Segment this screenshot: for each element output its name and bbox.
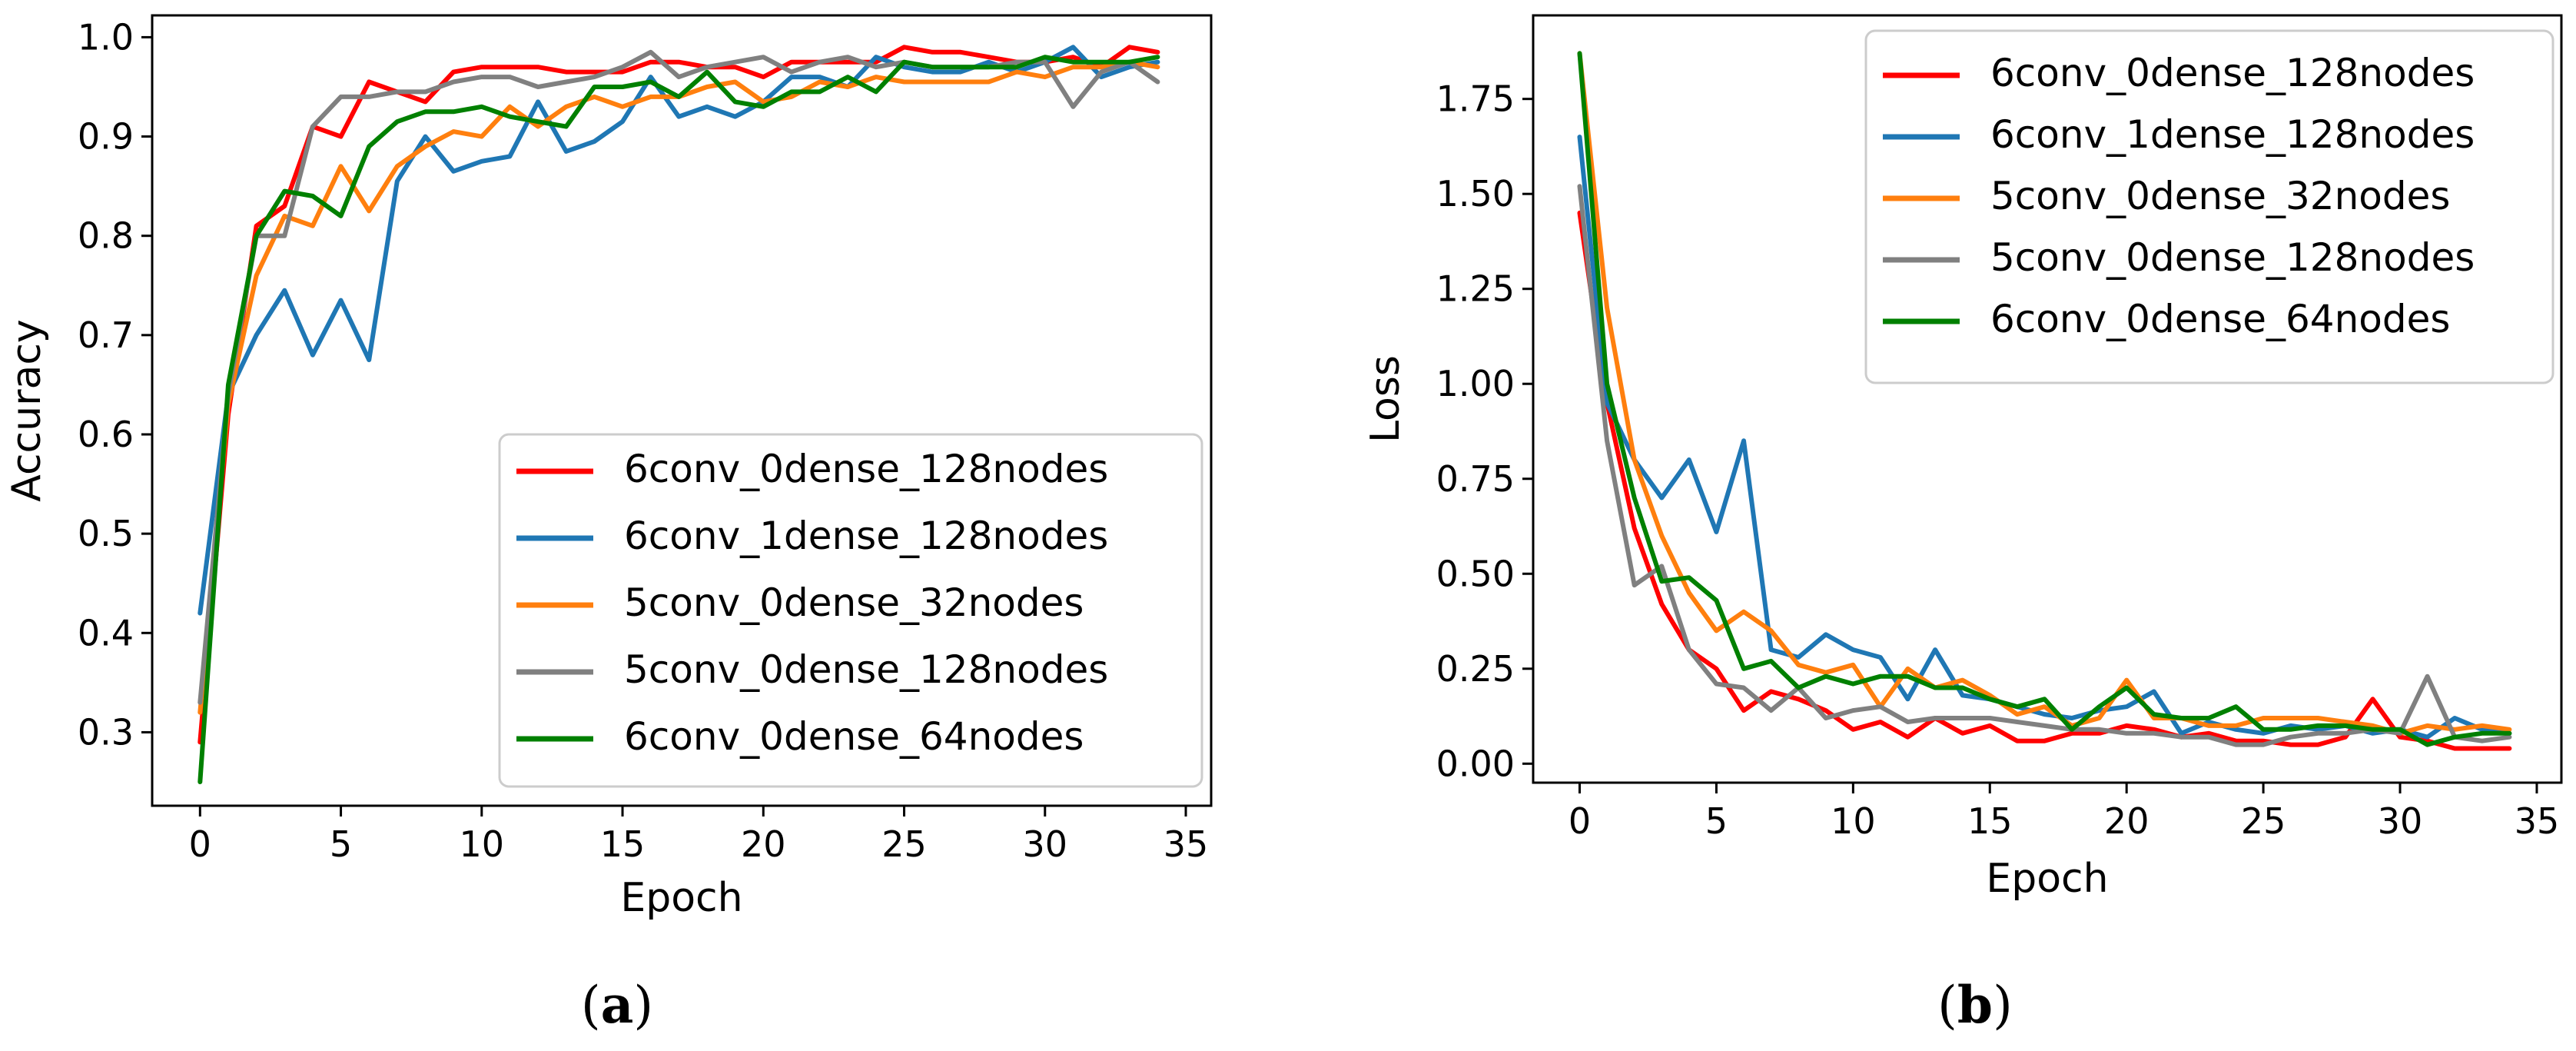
series-line-a-0 bbox=[198, 45, 1160, 745]
y-tick-label: 1.00 bbox=[1436, 363, 1515, 404]
legend-label: 6conv_0dense_64nodes bbox=[1990, 297, 2450, 341]
y-tick-label: 0.9 bbox=[78, 116, 134, 158]
y-tick-label: 0.00 bbox=[1436, 743, 1515, 784]
x-tick-label: 25 bbox=[881, 823, 927, 865]
legend-label: 5conv_0dense_32nodes bbox=[624, 580, 1084, 625]
x-tick-label: 5 bbox=[1705, 800, 1728, 842]
legend-label: 6conv_0dense_64nodes bbox=[624, 714, 1084, 759]
legend-label: 6conv_1dense_128nodes bbox=[624, 514, 1108, 558]
series-line-a-4 bbox=[198, 55, 1160, 784]
x-tick-label: 10 bbox=[1831, 800, 1876, 842]
legend-label: 5conv_0dense_32nodes bbox=[1990, 174, 2450, 218]
legend-label: 6conv_0dense_128nodes bbox=[624, 447, 1108, 491]
y-tick-label: 1.75 bbox=[1436, 78, 1515, 120]
y-axis-label-a: Accuracy bbox=[4, 319, 50, 501]
y-tick-label: 0.8 bbox=[78, 215, 134, 257]
caption-a: (a) bbox=[581, 975, 653, 1035]
x-tick-label: 10 bbox=[460, 823, 505, 865]
series-line-b-4 bbox=[1577, 51, 2512, 747]
y-tick-label: 1.25 bbox=[1436, 268, 1515, 310]
y-tick-label: 0.3 bbox=[78, 711, 134, 753]
y-tick-label: 0.7 bbox=[78, 314, 134, 356]
x-tick-label: 30 bbox=[1022, 823, 1067, 865]
legend-b: 6conv_0dense_128nodes 6conv_1dense_128nod… bbox=[1864, 29, 2554, 384]
legend-label: 5conv_0dense_128nodes bbox=[624, 647, 1108, 692]
y-tick-label: 0.50 bbox=[1436, 553, 1515, 594]
x-axis-label-a: Epoch bbox=[620, 875, 742, 921]
y-axis-label-b: Loss bbox=[1363, 355, 1409, 443]
x-tick-label: 30 bbox=[2378, 800, 2423, 842]
series-line-b-3 bbox=[1577, 184, 2512, 747]
y-tick-label: 0.75 bbox=[1436, 458, 1515, 500]
x-tick-label: 0 bbox=[1569, 800, 1591, 842]
y-tick-label: 0.25 bbox=[1436, 648, 1515, 690]
loss-chart: 0 5 10 15 20 25 30 35 0.00 0.25 0.50 0.75 1.00 1.25 1… bbox=[1363, 14, 2563, 902]
y-tick-label: 1.0 bbox=[78, 16, 134, 58]
legend-label: 6conv_0dense_128nodes bbox=[1990, 51, 2475, 95]
legend-box bbox=[498, 433, 1203, 788]
legend-box bbox=[1864, 29, 2554, 384]
y-tick-label: 0.5 bbox=[78, 513, 134, 554]
legend-a: 6conv_0dense_128nodes 6conv_1dense_128nod… bbox=[498, 433, 1203, 788]
x-tick-label: 15 bbox=[600, 823, 646, 865]
x-tick-label: 0 bbox=[189, 823, 211, 865]
caption-b: (b) bbox=[1937, 975, 2013, 1035]
x-tick-label: 35 bbox=[1164, 823, 1209, 865]
x-tick-label: 35 bbox=[2515, 800, 2560, 842]
x-tick-label: 20 bbox=[2104, 800, 2149, 842]
accuracy-chart: 0 5 10 15 20 25 30 35 0.30.40.50.60.70.80.91.0 … bbox=[4, 14, 1213, 921]
legend-label: 6conv_1dense_128nodes bbox=[1990, 112, 2475, 157]
x-tick-label: 25 bbox=[2241, 800, 2286, 842]
legend-label: 5conv_0dense_128nodes bbox=[1990, 235, 2475, 280]
x-axis-label-b: Epoch bbox=[1986, 856, 2108, 902]
series-line-b-2 bbox=[1577, 51, 2512, 736]
x-tick-label: 15 bbox=[1967, 800, 2013, 842]
x-tick-label: 5 bbox=[330, 823, 352, 865]
y-tick-label: 1.50 bbox=[1436, 173, 1515, 215]
y-tick-label: 0.6 bbox=[78, 414, 134, 455]
y-tick-label: 0.4 bbox=[78, 612, 134, 654]
x-tick-label: 20 bbox=[741, 823, 786, 865]
